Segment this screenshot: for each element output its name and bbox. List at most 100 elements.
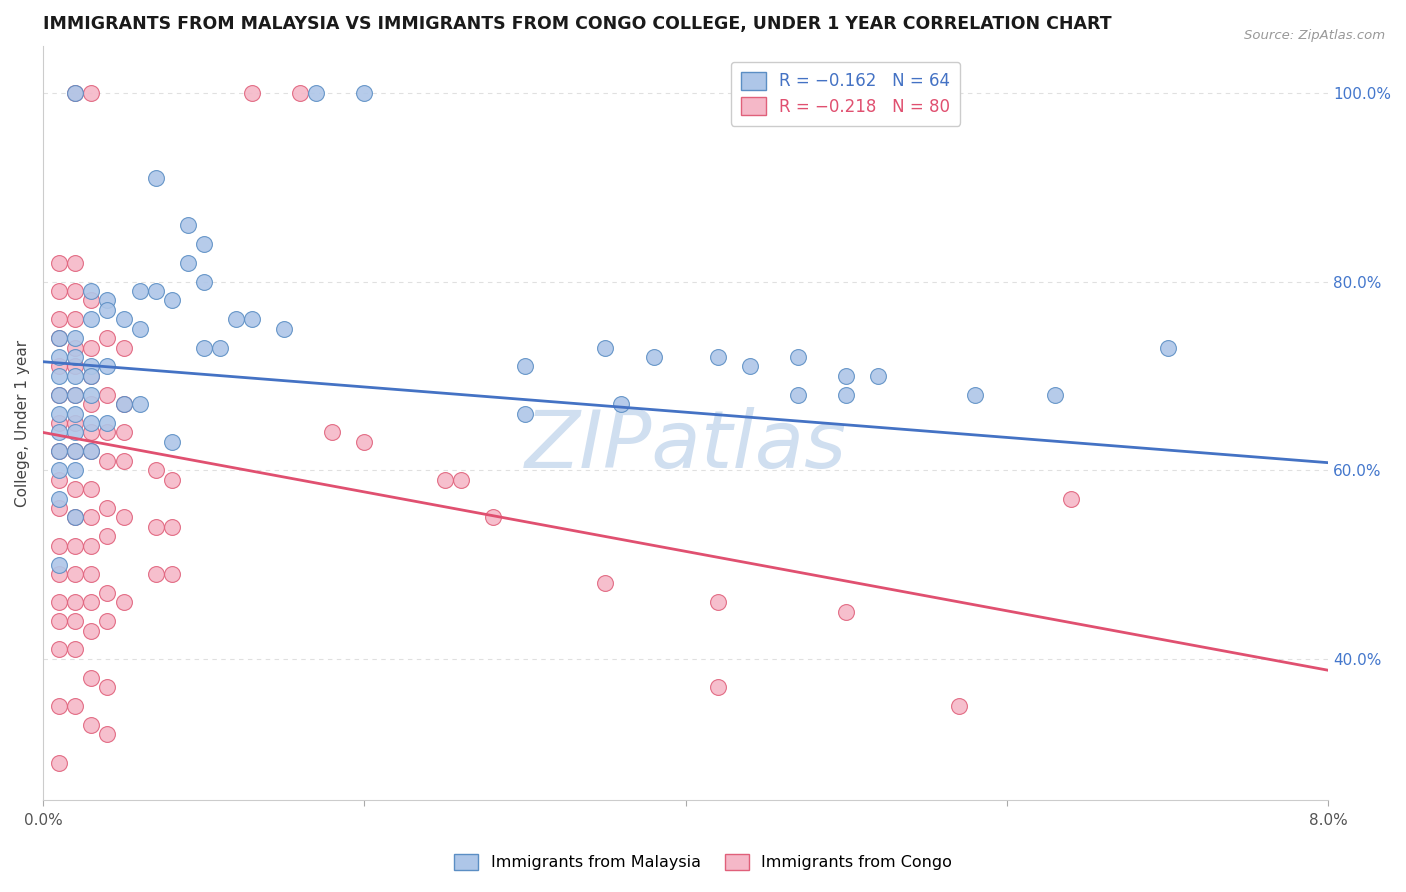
Point (145, 567, 167, 582)
Point (65, 284, 87, 298)
Point (112, 454, 135, 468)
Point (65, 699, 87, 714)
Point (65, 510, 87, 524)
Point (48, 444, 70, 458)
Point (48, 407, 70, 421)
Point (160, 473, 183, 487)
Point (80, 718, 103, 732)
Point (707, 350, 730, 364)
Point (65, 614, 87, 628)
Point (80, 359, 103, 374)
Point (96, 331, 118, 345)
Point (96, 302, 118, 317)
Point (128, 322, 150, 336)
Point (707, 595, 730, 609)
Point (96, 680, 118, 694)
Point (65, 359, 87, 374)
Point (48, 368, 70, 383)
Point (177, 255, 200, 269)
Point (112, 397, 135, 411)
Point (96, 359, 118, 374)
Point (80, 671, 103, 685)
Point (128, 397, 150, 411)
Point (707, 680, 730, 694)
Point (353, 434, 375, 449)
Point (65, 312, 87, 326)
Point (48, 312, 70, 326)
Point (643, 350, 665, 364)
Point (513, 407, 536, 421)
Point (96, 425, 118, 440)
Point (738, 359, 761, 374)
Point (48, 331, 70, 345)
Point (513, 359, 536, 374)
Point (177, 218, 200, 232)
Point (65, 539, 87, 553)
Point (65, 341, 87, 355)
Point (80, 368, 103, 383)
Point (65, 368, 87, 383)
Point (48, 444, 70, 458)
Point (65, 407, 87, 421)
Point (48, 642, 70, 657)
Point (48, 539, 70, 553)
Point (96, 454, 118, 468)
Point (80, 482, 103, 496)
Point (208, 341, 231, 355)
Point (610, 397, 633, 411)
Point (80, 425, 103, 440)
Point (48, 416, 70, 430)
Point (48, 558, 70, 572)
Point (65, 463, 87, 477)
Point (482, 510, 505, 524)
Point (48, 463, 70, 477)
Point (80, 293, 103, 308)
Point (65, 482, 87, 496)
Point (160, 434, 183, 449)
Point (48, 473, 70, 487)
Y-axis label: College, Under 1 year: College, Under 1 year (15, 340, 30, 507)
Point (1060, 491, 1083, 506)
Point (65, 510, 87, 524)
Point (835, 368, 858, 383)
Point (65, 255, 87, 269)
Point (160, 520, 183, 534)
Point (48, 614, 70, 628)
Point (80, 397, 103, 411)
Point (65, 86, 87, 100)
Point (595, 576, 617, 591)
Point (80, 444, 103, 458)
Point (80, 567, 103, 582)
Point (80, 444, 103, 458)
Point (868, 368, 890, 383)
Point (48, 284, 70, 298)
Point (65, 416, 87, 430)
Point (145, 463, 167, 477)
Point (80, 86, 103, 100)
Point (48, 500, 70, 515)
Text: Source: ZipAtlas.com: Source: ZipAtlas.com (1244, 29, 1385, 42)
Point (48, 359, 70, 374)
Point (112, 312, 135, 326)
Point (225, 312, 247, 326)
Point (948, 699, 970, 714)
Point (96, 388, 118, 402)
Point (835, 388, 858, 402)
Point (145, 520, 167, 534)
Point (273, 322, 295, 336)
Point (112, 595, 135, 609)
Legend: R = −0.162   N = 64, R = −0.218   N = 80: R = −0.162 N = 64, R = −0.218 N = 80 (731, 62, 960, 126)
Point (80, 312, 103, 326)
Point (65, 388, 87, 402)
Point (80, 595, 103, 609)
Point (48, 331, 70, 345)
Point (963, 388, 986, 402)
Point (128, 284, 150, 298)
Point (353, 86, 375, 100)
Point (595, 341, 617, 355)
Point (65, 350, 87, 364)
Point (96, 727, 118, 741)
Point (433, 473, 456, 487)
Point (65, 86, 87, 100)
Point (65, 388, 87, 402)
